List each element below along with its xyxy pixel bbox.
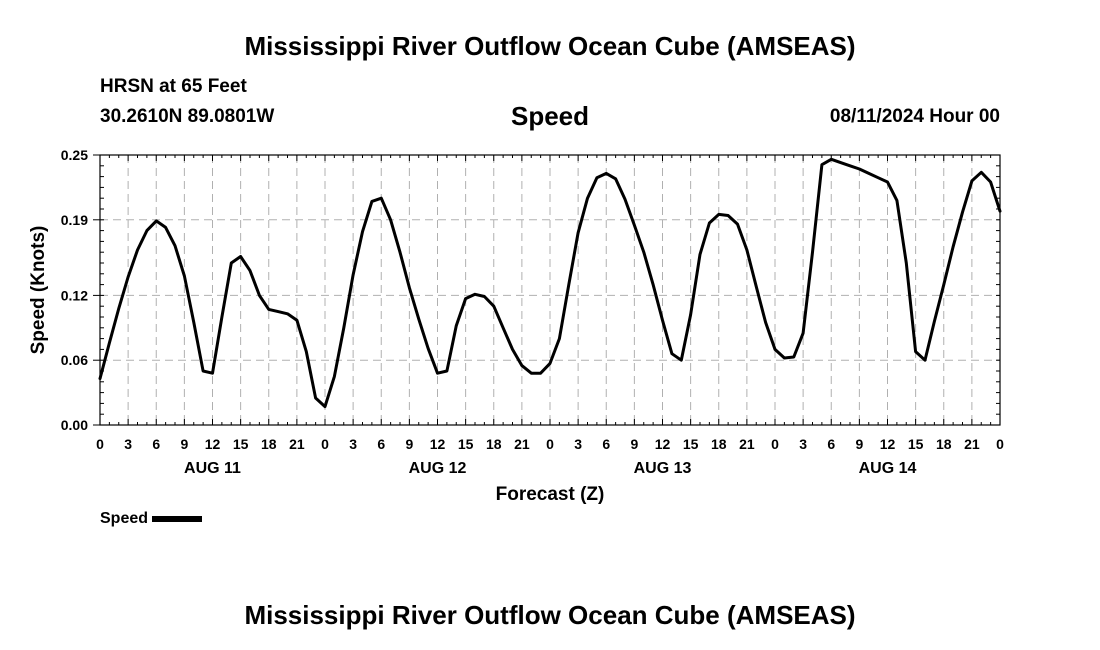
x-tick-label: 9	[855, 436, 863, 452]
x-tick-label: 12	[880, 436, 896, 452]
x-tick-label: 18	[936, 436, 952, 452]
y-tick-label: 0.00	[61, 417, 88, 433]
x-tick-label: 15	[908, 436, 924, 452]
x-tick-label: 3	[799, 436, 807, 452]
x-tick-label: 12	[205, 436, 221, 452]
chart-title: Mississippi River Outflow Ocean Cube (AM…	[244, 31, 856, 61]
y-tick-label: 0.19	[61, 212, 88, 228]
x-tick-label: 9	[180, 436, 188, 452]
variable-title: Speed	[510, 101, 590, 131]
day-label: AUG 14	[859, 460, 917, 477]
x-tick-label: 21	[739, 436, 755, 452]
x-tick-label: 3	[574, 436, 582, 452]
station-label: HRSN at 65 Feet	[100, 76, 247, 97]
x-tick-label: 12	[430, 436, 446, 452]
x-tick-label: 18	[261, 436, 277, 452]
x-tick-label: 0	[996, 436, 1004, 452]
x-tick-label: 0	[771, 436, 779, 452]
x-axis-label: Forecast (Z)	[496, 484, 605, 505]
x-tick-label: 3	[124, 436, 132, 452]
x-tick-label: 18	[486, 436, 502, 452]
y-tick-label: 0.12	[61, 287, 88, 303]
day-label: AUG 12	[409, 460, 467, 477]
speed-series-line	[98, 157, 1002, 409]
legend-line-swatch	[152, 516, 203, 522]
day-label: AUG 11	[184, 460, 241, 477]
y-axis-label: Speed (Knots)	[28, 226, 49, 355]
x-tick-label: 0	[96, 436, 104, 452]
x-tick-label: 9	[630, 436, 638, 452]
datetime-label: 08/11/2024 Hour 00	[829, 106, 1000, 127]
x-tick-label: 6	[827, 436, 835, 452]
x-tick-label: 12	[655, 436, 671, 452]
footer-title: Mississippi River Outflow Ocean Cube (AM…	[244, 600, 856, 630]
x-tick-label: 6	[377, 436, 385, 452]
y-tick-label: 0.06	[61, 352, 88, 368]
x-tick-label: 21	[514, 436, 530, 452]
day-label: AUG 13	[634, 460, 692, 477]
x-tick-label: 0	[321, 436, 329, 452]
x-tick-label: 15	[683, 436, 699, 452]
x-tick-label: 6	[602, 436, 610, 452]
coordinates-label: 30.2610N 89.0801W	[100, 106, 275, 127]
x-tick-label: 3	[349, 436, 357, 452]
x-tick-label: 9	[405, 436, 413, 452]
y-tick-label: 0.25	[61, 147, 88, 163]
x-tick-label: 15	[233, 436, 249, 452]
legend: Speed	[100, 510, 203, 528]
x-tick-label: 15	[458, 436, 474, 452]
x-tick-label: 0	[546, 436, 554, 452]
legend-label: Speed	[100, 510, 149, 527]
x-tick-label: 18	[711, 436, 727, 452]
x-tick-label: 21	[964, 436, 980, 452]
x-tick-label: 6	[152, 436, 160, 452]
x-tick-label: 21	[289, 436, 305, 452]
